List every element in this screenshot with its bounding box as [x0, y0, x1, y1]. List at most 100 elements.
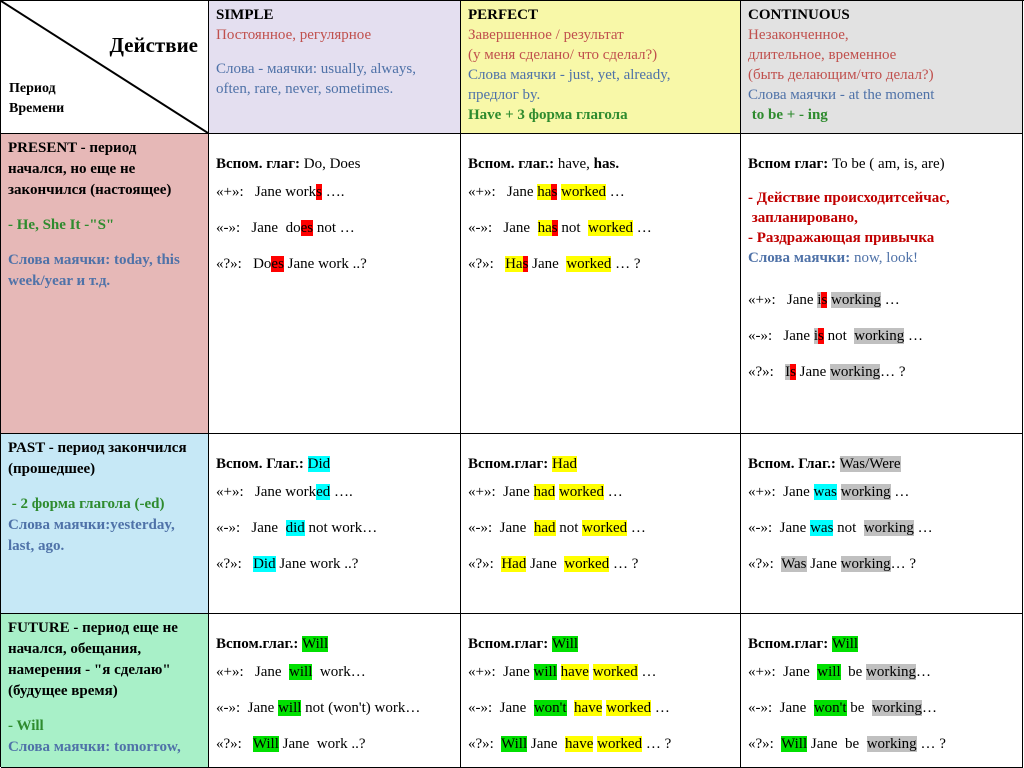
text-line: PERFECT: [468, 5, 733, 25]
period-cell: PRESENT - период начался, но еще не законч…: [1, 134, 209, 434]
text-segment: FUTURE: [8, 620, 70, 636]
text-segment: …: [890, 484, 910, 500]
text-line: «+»: Jane has worked …: [468, 174, 733, 210]
header-cell: CONTINUOUS Незаконченное, длительное, врем…: [741, 1, 1023, 134]
text-segment: worked: [606, 700, 652, 716]
text-segment: s: [551, 184, 558, 200]
text-segment: worked: [566, 256, 612, 272]
action-label: Действие: [109, 33, 198, 57]
text-segment: worked: [588, 220, 634, 236]
text-segment: «-»: Jane: [748, 328, 814, 344]
text-line: «?»: Did Jane work ..?: [216, 546, 453, 582]
text-segment: now, look!: [850, 250, 918, 266]
header-cell: SIMPLE Постоянное, регулярное Слова - маяч…: [209, 1, 461, 134]
period-cell: FUTURE - период еще не начался, обещания,…: [1, 614, 209, 768]
text-segment: Will: [781, 736, 808, 752]
text-segment: worked: [558, 484, 604, 500]
text-segment: «-»: Jane: [468, 220, 538, 236]
text-segment: … ?: [890, 556, 917, 572]
text-segment: Слова маячки: tomorrow,: [8, 739, 181, 755]
text-line: often, rare, never, sometimes.: [216, 79, 453, 99]
text-segment: won't: [533, 700, 567, 716]
text-segment: Слова маячки - just, yet, already,: [468, 67, 671, 83]
text-line: - Раздражающая привычка: [748, 228, 1015, 248]
text-segment: - период еще не: [69, 620, 178, 636]
text-line: «-»: Jane was not working …: [748, 510, 1015, 546]
text-segment: «+»: Jane: [468, 184, 538, 200]
text-segment: Did: [307, 456, 331, 472]
text-line: Слова маячки:yesterday,: [8, 515, 201, 536]
text-segment: …: [913, 520, 933, 536]
text-segment: Вспом.глаг:: [468, 636, 549, 652]
text-line: (будущее время): [8, 681, 201, 702]
text-segment: …: [881, 292, 900, 308]
text-segment: Jane: [528, 256, 567, 272]
table-cell: Вспом.глаг: Will «+»: Jane will have work…: [461, 614, 741, 768]
table-cell: Вспом. глаг: Do, Does «+»: Jane works …. «…: [209, 134, 461, 434]
text-line: длительное, временное: [748, 45, 1015, 65]
text-segment: … ?: [609, 556, 639, 572]
text-segment: Jane work ..?: [275, 556, 359, 572]
text-segment: «?»:: [468, 736, 502, 752]
text-segment: «+»: Jane: [748, 484, 814, 500]
text-segment: work…: [312, 664, 366, 680]
text-segment: Have + 3 форма глагола: [468, 107, 628, 123]
text-segment: - Раздражающая привычка: [748, 230, 935, 246]
text-segment: working: [866, 736, 917, 752]
text-segment: «+»: Jane: [468, 484, 534, 500]
text-group: SIMPLE Постоянное, регулярное: [216, 5, 453, 45]
text-group: PAST - период закончился (прошедшее): [8, 438, 201, 480]
text-segment: (у меня сделано/ что сделал?): [468, 47, 658, 63]
text-segment: be: [846, 700, 872, 716]
text-segment: «+»: Jane: [748, 292, 818, 308]
text-line: Слова маячки - just, yet, already,: [468, 65, 733, 85]
text-segment: «?»: Do: [216, 256, 272, 272]
text-group: - 2 форма глагола (-ed) Слова маячки:yest…: [8, 494, 201, 557]
text-line: Вспом глаг: To be ( am, is, are): [748, 154, 1015, 174]
text-line: «+»: Jane was working …: [748, 474, 1015, 510]
text-segment: Was/Were: [839, 456, 901, 472]
text-segment: s: [522, 256, 529, 272]
text-segment: Will: [552, 636, 579, 652]
text-line: «-»: Jane did not work…: [216, 510, 453, 546]
text-segment: working: [840, 484, 891, 500]
text-segment: ha: [537, 184, 552, 200]
text-segment: was: [810, 520, 834, 536]
text-line: Have + 3 форма глагола: [468, 105, 733, 125]
text-segment: To be ( am, is, are): [828, 156, 945, 172]
text-group: Вспом глаг: To be ( am, is, are): [748, 154, 1015, 174]
text-segment: «-»: Jane: [216, 700, 279, 716]
text-segment: … ?: [916, 736, 946, 752]
text-line: - He, She It -"S": [8, 215, 201, 236]
text-segment: last, ago.: [8, 538, 65, 554]
text-segment: Do, Does: [300, 156, 361, 172]
text-line: «?»: Has Jane worked … ?: [468, 246, 733, 282]
text-segment: «+»: Jane: [748, 664, 818, 680]
text-line: (прошедшее): [8, 459, 201, 480]
text-segment: «?»:: [748, 736, 782, 752]
text-segment: …: [651, 700, 670, 716]
text-group: PRESENT - период начался, но еще не законч…: [8, 138, 201, 201]
text-segment: Jane work ..?: [278, 736, 366, 752]
text-line: (быть делающим/что делал?): [748, 65, 1015, 85]
text-segment: - Will: [8, 718, 44, 734]
text-line: Слова - маячки: usually, always,: [216, 59, 453, 79]
text-segment: to be + - ing: [748, 107, 828, 123]
text-line: Незаконченное,: [748, 25, 1015, 45]
text-segment: …: [603, 484, 623, 500]
text-segment: Was: [781, 556, 807, 572]
text-segment: did: [285, 520, 305, 536]
text-line: «-»: Jane has not worked …: [468, 210, 733, 246]
text-group: Слова - маячки: usually, always, often, r…: [216, 59, 453, 99]
text-segment: working: [831, 292, 882, 308]
header-cell: PERFECT Завершенное / результат (у меня сд…: [461, 1, 741, 134]
text-line: - 2 форма глагола (-ed): [8, 494, 201, 515]
text-segment: «?»:: [468, 256, 506, 272]
text-segment: …: [606, 184, 625, 200]
text-line: «-»: Jane had not worked …: [468, 510, 733, 546]
text-line: Вспом.глаг.: Will: [216, 634, 453, 654]
text-segment: предлог by.: [468, 87, 541, 103]
text-segment: «+»: Jane: [468, 664, 534, 680]
text-line: начался, но еще не: [8, 159, 201, 180]
